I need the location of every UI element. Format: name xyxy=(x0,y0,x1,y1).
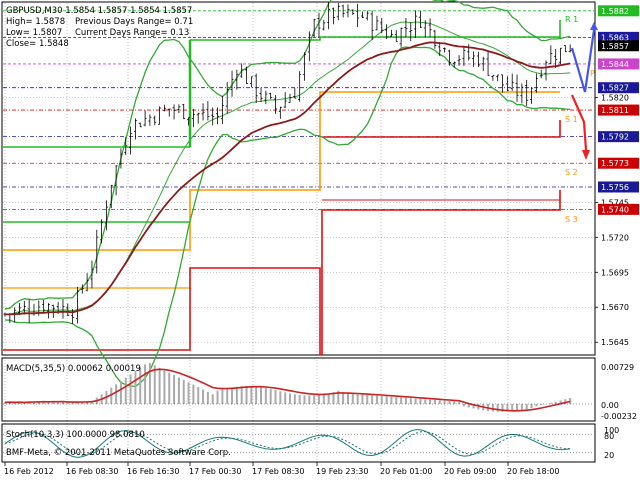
price-badge xyxy=(598,104,639,116)
stoch-label: Stoch(10,3,3) 100.0000 98.0810 xyxy=(6,430,145,440)
price-label: 1.5857 xyxy=(601,42,629,51)
blue-arrow xyxy=(570,29,596,93)
blue-arrow-head xyxy=(590,22,598,30)
macd-axis-label: -0.00232 xyxy=(601,412,637,421)
pivot-label-s2: S 2 xyxy=(565,168,578,177)
grid-lines xyxy=(3,3,594,462)
time-label: 16 Feb 2012 xyxy=(4,467,54,476)
price-label: 1.5792 xyxy=(601,133,629,142)
time-label: 17 Feb 00:30 xyxy=(189,467,241,476)
price-badge xyxy=(598,131,639,143)
time-label: 16 Feb 16:30 xyxy=(127,467,179,476)
pivot-steps xyxy=(3,20,561,355)
bollinger-lower xyxy=(4,46,571,388)
bollinger-upper xyxy=(4,0,571,310)
pivot-step xyxy=(3,91,560,251)
symbol-line: GBPUSD,M30 1.5854 1.5857 1.5854 1.5857 xyxy=(6,6,192,16)
high-value: High= 1.5878 xyxy=(6,17,65,27)
red-arrow xyxy=(570,94,588,151)
price-label: 1.5863 xyxy=(601,33,629,42)
time-label: 20 Feb 09:00 xyxy=(444,467,496,476)
copyright-text: BMF-Meta, © 2001-2011 MetaQuotes Softwar… xyxy=(6,448,231,458)
ma-line xyxy=(5,41,571,316)
time-label: 17 Feb 08:30 xyxy=(252,467,304,476)
stoch-axis-label: 80 xyxy=(604,432,614,441)
price-badge xyxy=(598,82,639,94)
price-label: 1.5695 xyxy=(601,268,629,277)
price-badge xyxy=(598,31,639,43)
pivot-label-p: P xyxy=(590,69,595,78)
low-value: Low= 1.5807 xyxy=(6,28,62,38)
price-label: 1.5827 xyxy=(601,84,629,93)
candlesticks xyxy=(3,1,572,324)
time-label: 19 Feb 23:30 xyxy=(316,467,368,476)
stoch-main xyxy=(4,429,571,458)
price-label: 1.5756 xyxy=(601,183,629,192)
stoch-axis-label: 20 xyxy=(604,451,614,460)
price-label: 1.5740 xyxy=(601,205,629,214)
price-label: 1.5670 xyxy=(601,303,629,312)
pivot-label-s1: S 1 xyxy=(565,115,578,124)
macd-signal xyxy=(4,368,571,412)
time-label: 20 Feb 18:00 xyxy=(507,467,559,476)
macd-axis-label: 0.00 xyxy=(601,401,619,410)
price-label: 1.5844 xyxy=(601,60,629,69)
stoch-axis-label: 100 xyxy=(604,426,619,435)
pivot-step xyxy=(3,267,321,355)
price-label: 1.5811 xyxy=(601,106,629,115)
macd-histogram xyxy=(3,362,594,412)
macd-axis-label: 0.00729 xyxy=(601,363,634,372)
close-value: Close= 1.5848 xyxy=(6,39,69,49)
current-days-range: Current Days Range= 0.13 xyxy=(75,28,189,38)
price-label: 1.5720 xyxy=(601,233,629,242)
price-label: 1.5745 xyxy=(601,198,629,207)
price-badge xyxy=(598,58,639,70)
stoch-lines xyxy=(3,429,594,458)
pivot-step xyxy=(190,20,561,41)
price-badge xyxy=(598,157,639,169)
macd-pane[interactable] xyxy=(1,357,596,422)
price-badge xyxy=(598,40,639,52)
price-label: 1.5882 xyxy=(601,7,629,16)
forecast-arrows xyxy=(570,22,598,160)
stoch-signal xyxy=(4,431,571,456)
previous-days-range: Previous Days Range= 0.71 xyxy=(75,17,193,27)
price-label: 1.5773 xyxy=(601,159,629,168)
price-label: 1.5820 xyxy=(601,93,629,102)
pivot-label-r1: R 1 xyxy=(565,15,578,24)
price-badge xyxy=(598,5,639,17)
price-label: 1.5645 xyxy=(601,338,629,347)
time-label: 20 Feb 01:00 xyxy=(380,467,432,476)
pivot-label-s3: S 3 xyxy=(565,215,578,224)
time-label: 16 Feb 08:30 xyxy=(66,467,118,476)
macd-label: MACD(5,35,5) 0.00062 0.00019 xyxy=(6,364,141,374)
moving-average xyxy=(5,41,571,316)
red-arrow-head xyxy=(582,150,590,160)
price-badge xyxy=(598,203,639,215)
pivot-step xyxy=(322,120,561,138)
time-axis: 16 Feb 2012 16 Feb 08:30 16 Feb 16:30 17 Fe… xyxy=(4,462,559,476)
price-badge xyxy=(598,181,639,193)
